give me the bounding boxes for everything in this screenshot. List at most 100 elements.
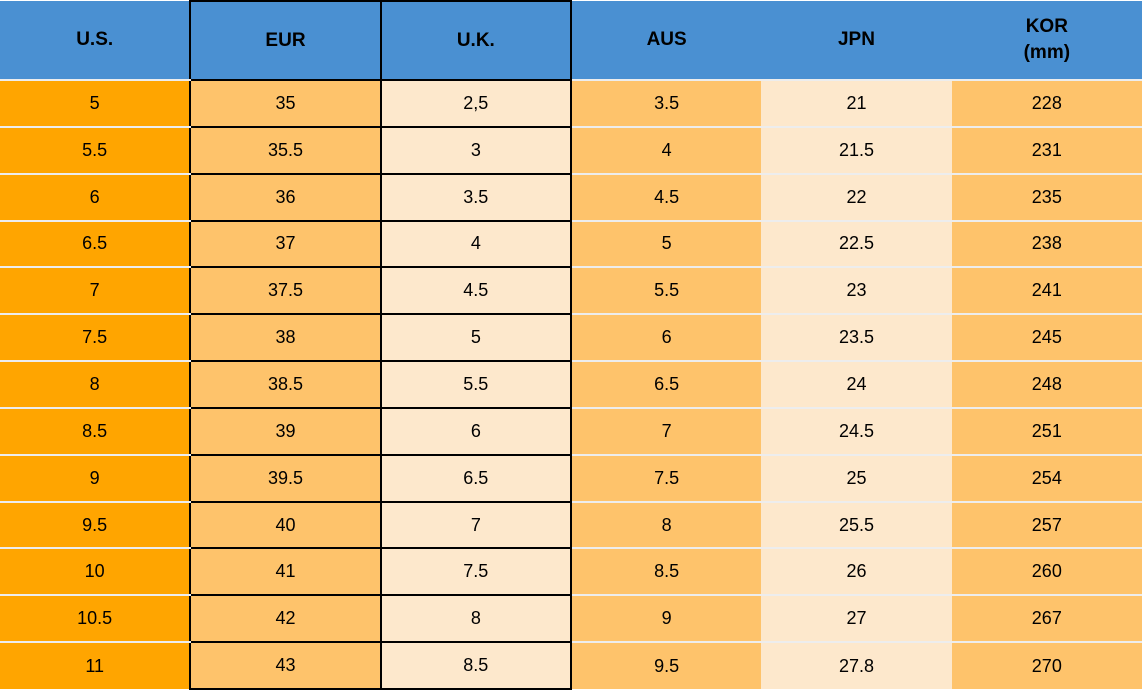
cell-kor: 245	[951, 314, 1142, 363]
cell-uk: 6.5	[379, 453, 572, 503]
cell-aus: 4.5	[570, 173, 762, 222]
cell-eur: 40	[189, 500, 382, 550]
header-label: KOR	[1025, 16, 1068, 38]
table-row: 5.5 35.5 3 4 21.5 231	[0, 125, 1142, 175]
cell-aus: 7.5	[570, 454, 762, 503]
column-header-jpn: JPN	[761, 1, 952, 81]
table-header: U.S. EUR U.K. AUS JPN KOR (mm)	[0, 0, 1142, 81]
cell-us: 7.5	[0, 314, 191, 363]
cell-uk: 8	[379, 594, 572, 644]
cell-uk: 8.5	[379, 641, 572, 690]
header-row: U.S. EUR U.K. AUS JPN KOR (mm)	[0, 0, 1142, 81]
table-row: 5 35 2,5 3.5 21 228	[0, 79, 1142, 128]
header-label-unit: (mm)	[1023, 42, 1071, 63]
cell-aus: 6.5	[570, 361, 762, 409]
cell-jpn: 21	[761, 80, 952, 128]
cell-eur: 35.5	[189, 125, 382, 175]
table-row: 6 36 3.5 4.5 22 235	[0, 172, 1142, 222]
cell-us: 5	[0, 80, 191, 128]
cell-uk: 4.5	[379, 266, 572, 316]
cell-eur: 38.5	[189, 360, 382, 409]
cell-jpn: 23	[761, 267, 952, 316]
table-row: 8 38.5 5.5 6.5 24 248	[0, 360, 1142, 409]
cell-jpn: 24	[761, 361, 952, 409]
cell-aus: 5	[570, 220, 762, 269]
cell-uk: 4	[379, 219, 572, 269]
cell-aus: 9	[570, 595, 762, 644]
cell-aus: 5.5	[570, 267, 762, 316]
cell-aus: 4	[570, 126, 762, 175]
cell-aus: 7	[570, 407, 762, 456]
cell-uk: 2,5	[379, 79, 572, 128]
column-header-us: U.S.	[0, 1, 191, 81]
cell-us: 6	[0, 173, 191, 222]
cell-us: 11	[0, 642, 191, 689]
cell-us: 9.5	[0, 501, 191, 550]
column-header-kor: KOR (mm)	[951, 1, 1142, 81]
header-label: U.K.	[456, 29, 495, 51]
cell-eur: 42	[189, 594, 382, 644]
header-label: JPN	[837, 29, 875, 51]
cell-jpn: 25.5	[761, 501, 952, 550]
cell-eur: 38	[189, 313, 382, 363]
cell-jpn: 22	[761, 173, 952, 222]
cell-kor: 260	[951, 548, 1142, 597]
table-row: 10 41 7.5 8.5 26 260	[0, 547, 1142, 597]
cell-eur: 39.5	[189, 453, 382, 503]
table-row: 7.5 38 5 6 23.5 245	[0, 313, 1142, 363]
cell-us: 10	[0, 548, 191, 597]
cell-uk: 7	[379, 500, 572, 550]
cell-uk: 5	[379, 313, 572, 363]
cell-us: 10.5	[0, 595, 191, 644]
cell-aus: 9.5	[570, 642, 762, 689]
table-row: 9.5 40 7 8 25.5 257	[0, 500, 1142, 550]
cell-kor: 238	[951, 220, 1142, 269]
cell-jpn: 27	[761, 595, 952, 644]
cell-eur: 35	[189, 79, 382, 128]
cell-aus: 6	[570, 314, 762, 363]
cell-kor: 257	[951, 501, 1142, 550]
cell-us: 8.5	[0, 407, 191, 456]
table-row: 11 43 8.5 9.5 27.8 270	[0, 641, 1142, 690]
cell-eur: 37	[189, 219, 382, 269]
column-header-eur: EUR	[189, 0, 382, 81]
cell-uk: 3	[379, 125, 572, 175]
cell-aus: 8	[570, 501, 762, 550]
cell-uk: 7.5	[379, 547, 572, 597]
cell-kor: 235	[951, 173, 1142, 222]
cell-jpn: 23.5	[761, 314, 952, 363]
cell-kor: 241	[951, 267, 1142, 316]
cell-eur: 36	[189, 172, 382, 222]
cell-us: 6.5	[0, 220, 191, 269]
column-header-uk: U.K.	[379, 0, 572, 81]
table-row: 9 39.5 6.5 7.5 25 254	[0, 453, 1142, 503]
cell-kor: 267	[951, 595, 1142, 644]
cell-kor: 270	[951, 642, 1142, 689]
cell-us: 5.5	[0, 126, 191, 175]
cell-uk: 6	[379, 406, 572, 456]
cell-kor: 251	[951, 407, 1142, 456]
table-row: 10.5 42 8 9 27 267	[0, 594, 1142, 644]
header-label: AUS	[646, 29, 687, 51]
cell-aus: 8.5	[570, 548, 762, 597]
cell-us: 8	[0, 361, 191, 409]
cell-kor: 248	[951, 361, 1142, 409]
cell-uk: 5.5	[379, 360, 572, 409]
cell-jpn: 21.5	[761, 126, 952, 175]
cell-kor: 228	[951, 80, 1142, 128]
cell-kor: 231	[951, 126, 1142, 175]
cell-eur: 37.5	[189, 266, 382, 316]
cell-eur: 41	[189, 547, 382, 597]
table-row: 6.5 37 4 5 22.5 238	[0, 219, 1142, 269]
table-body: 5 35 2,5 3.5 21 228 5.5 35.5 3 4 21.5 231 6 36 3.5 4.5 2…	[0, 79, 1142, 690]
header-label: U.S.	[76, 29, 114, 51]
cell-aus: 3.5	[570, 80, 762, 128]
cell-jpn: 24.5	[761, 407, 952, 456]
cell-jpn: 27.8	[761, 642, 952, 689]
cell-kor: 254	[951, 454, 1142, 503]
cell-uk: 3.5	[379, 172, 572, 222]
cell-us: 9	[0, 454, 191, 503]
cell-jpn: 22.5	[761, 220, 952, 269]
